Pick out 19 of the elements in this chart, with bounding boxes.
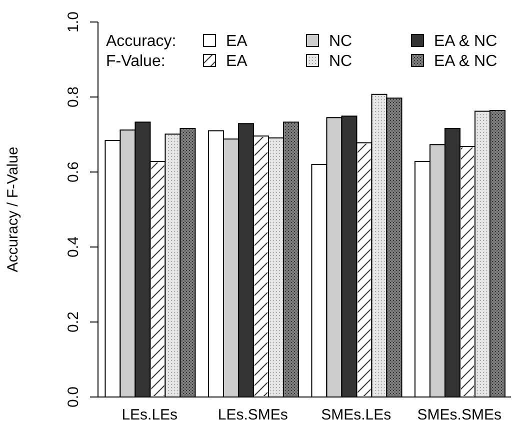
legend-label: EA [225,52,248,72]
legend-label: NC [328,32,352,52]
x-tick-label: LEs.LEs [122,406,178,424]
x-tick-label: LEs.SMEs [218,406,288,424]
annotation: F-Value: [106,52,166,72]
y-tick-label: 0.6 [65,162,82,182]
y-tick-label: 0.8 [65,86,82,108]
y-tick-label: 0.0 [65,386,82,408]
legend-label: EA & NC [433,32,498,52]
y-tick-label: 0.4 [65,236,82,258]
y-axis-title: Accuracy / F-Value [4,146,22,272]
legend-label: EA & NC [433,52,498,72]
y-tick-label: 1.0 [65,12,82,32]
annotation: Accuracy: [106,32,176,52]
legend-label: EA [225,32,248,52]
legend-label: NC [328,52,352,72]
x-tick-label: SMEs.LEs [321,406,392,424]
y-tick-label: 0.2 [65,312,82,332]
x-tick-label: SMEs.SMEs [417,406,502,424]
